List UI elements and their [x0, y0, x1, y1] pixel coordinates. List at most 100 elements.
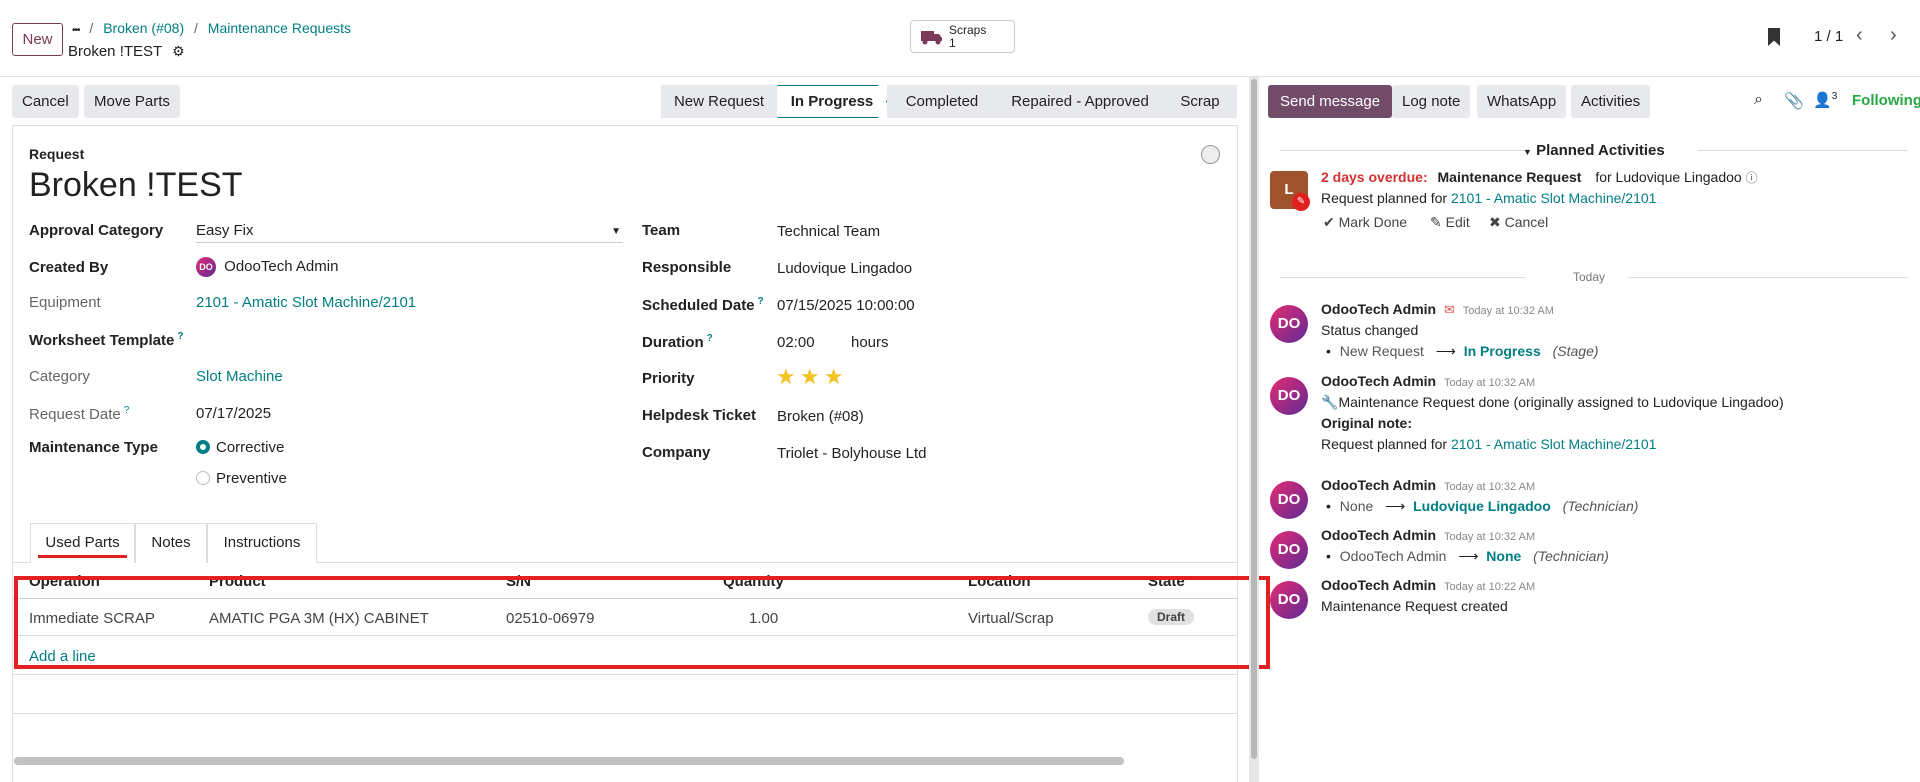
control-panel: New ••• / Broken (#08) / Maintenance Req…: [0, 0, 1920, 77]
message-author[interactable]: OdooTech Admin: [1321, 577, 1437, 593]
pager-value[interactable]: 1 / 1: [1814, 28, 1844, 45]
message-time: Today at 10:32 AM: [1444, 377, 1536, 389]
message-time: Today at 10:22 AM: [1444, 581, 1536, 593]
scrollbar-thumb[interactable]: [1251, 79, 1257, 759]
help-icon[interactable]: ?: [706, 333, 713, 344]
log-note-button[interactable]: Log note: [1392, 85, 1471, 118]
breadcrumb-ticket[interactable]: Broken (#08): [103, 20, 185, 36]
planned-line-right: [1698, 150, 1908, 151]
breadcrumb-more[interactable]: •••: [72, 25, 80, 36]
scrollbar-thumb[interactable]: [14, 757, 1124, 765]
tracking-new: None: [1486, 548, 1522, 564]
add-line-link[interactable]: Add a line: [29, 648, 96, 665]
cell-state: Draft: [1148, 608, 1195, 625]
horizontal-scrollbar[interactable]: [14, 757, 1234, 765]
message-author[interactable]: OdooTech Admin: [1321, 527, 1437, 543]
breadcrumb-maintenance-requests[interactable]: Maintenance Requests: [207, 20, 351, 36]
planned-line-left: [1280, 150, 1530, 151]
cancel-button[interactable]: Cancel: [12, 85, 79, 118]
help-icon[interactable]: ?: [757, 296, 764, 307]
wrench-icon: 🔧: [1321, 394, 1339, 410]
request-date-text: Request Date: [29, 406, 121, 423]
scraps-smart-button[interactable]: Scraps 1: [910, 20, 1015, 53]
request-label: Request: [29, 146, 85, 162]
arrow-right-icon: ⟶: [1385, 498, 1406, 514]
move-parts-button[interactable]: Move Parts: [84, 85, 180, 118]
new-button[interactable]: New: [12, 23, 63, 56]
avatar: DO: [1270, 581, 1308, 619]
activity-note: Request planned for 2101 - Amatic Slot M…: [1321, 190, 1656, 206]
message-header: OdooTech Admin ✉ Today at 10:32 AM: [1321, 301, 1554, 318]
bookmark-icon[interactable]: [1768, 28, 1780, 46]
kanban-state-icon[interactable]: [1201, 145, 1220, 164]
tracking-field: (Technician): [1533, 548, 1609, 564]
search-icon[interactable]: ⌕: [1754, 91, 1763, 108]
message-author[interactable]: OdooTech Admin: [1321, 477, 1437, 493]
cell-sn: 02510-06979: [506, 610, 595, 627]
paperclip-icon[interactable]: 📎: [1784, 93, 1804, 110]
tracking-line: • New Request ⟶ In Progress (Stage): [1326, 343, 1599, 359]
gear-icon[interactable]: ⚙: [172, 43, 185, 59]
table-divider: [13, 713, 1237, 714]
tab-instructions[interactable]: Instructions: [207, 523, 317, 563]
edit-button[interactable]: ✎ Edit: [1430, 214, 1470, 231]
message-author[interactable]: OdooTech Admin: [1321, 373, 1437, 389]
activity-line: 2 days overdue: Maintenance Request for …: [1321, 169, 1758, 186]
info-icon[interactable]: ⓘ: [1745, 171, 1758, 185]
scheduled-date-label: Scheduled Date?: [642, 296, 764, 314]
priority-stars[interactable]: ★ ★ ★: [776, 364, 844, 390]
radio-preventive[interactable]: Preventive: [196, 470, 287, 487]
table-row[interactable]: Immediate SCRAP AMATIC PGA 3M (HX) CABIN…: [13, 599, 1237, 636]
whatsapp-button[interactable]: WhatsApp: [1477, 85, 1567, 118]
approval-category-select[interactable]: Easy Fix ▼: [196, 222, 623, 243]
help-icon[interactable]: ?: [177, 331, 184, 342]
star-icon[interactable]: ★: [776, 364, 796, 389]
stage-in-progress[interactable]: In Progress: [777, 85, 887, 118]
star-icon[interactable]: ★: [799, 364, 820, 389]
responsible-value[interactable]: Ludovique Lingadoo: [777, 260, 913, 277]
activity-note-prefix: Request planned for: [1321, 190, 1448, 206]
stage-completed[interactable]: Completed: [887, 85, 997, 118]
stage-scrap[interactable]: Scrap: [1163, 85, 1237, 118]
tracking-old: None: [1339, 498, 1374, 514]
priority-label: Priority: [642, 370, 695, 387]
scheduled-date-value[interactable]: 07/15/2025 10:00:00: [777, 297, 915, 314]
team-value[interactable]: Technical Team: [777, 223, 881, 240]
form-sheet: Request Broken !TEST Approval Category E…: [12, 125, 1238, 782]
cancel-activity-button[interactable]: ✖ Cancel: [1489, 214, 1548, 231]
edit-label: Edit: [1445, 214, 1470, 230]
activity-note-link[interactable]: 2101 - Amatic Slot Machine/2101: [1450, 190, 1657, 206]
approval-category-label: Approval Category: [29, 222, 164, 239]
tracking-field: (Technician): [1562, 498, 1639, 514]
message-note-link[interactable]: 2101 - Amatic Slot Machine/2101: [1450, 436, 1657, 452]
helpdesk-ticket-value[interactable]: Broken (#08): [777, 408, 864, 425]
help-icon[interactable]: ?: [123, 405, 130, 416]
message-body: Maintenance Request created: [1321, 598, 1508, 614]
send-message-button[interactable]: Send message: [1268, 85, 1393, 118]
message-author[interactable]: OdooTech Admin: [1321, 301, 1437, 317]
company-value[interactable]: Triolet - Bolyhouse Ltd: [777, 445, 927, 462]
request-date-value[interactable]: 07/17/2025: [196, 405, 272, 422]
vertical-scrollbar[interactable]: [1249, 77, 1259, 782]
following-button[interactable]: Following: [1852, 92, 1920, 109]
stage-new-request[interactable]: New Request: [661, 85, 777, 118]
message-body: 🔧Maintenance Request done (originally as…: [1321, 394, 1784, 411]
chevron-right-icon[interactable]: ›: [1890, 24, 1897, 46]
created-by-field[interactable]: DO OdooTech Admin: [196, 257, 338, 277]
equipment-link[interactable]: 2101 - Amatic Slot Machine/2101: [196, 294, 417, 311]
radio-corrective[interactable]: Corrective: [196, 439, 284, 456]
activities-button[interactable]: Activities: [1571, 85, 1651, 118]
mark-done-button[interactable]: ✔ Mark Done: [1323, 214, 1407, 231]
stage-repaired-approved[interactable]: Repaired - Approved: [997, 85, 1163, 118]
chevron-left-icon[interactable]: ‹: [1856, 24, 1863, 46]
followers-button[interactable]: 👤3: [1813, 91, 1837, 109]
category-link[interactable]: Slot Machine: [196, 368, 283, 385]
star-icon[interactable]: ★: [823, 364, 844, 389]
category-label: Category: [29, 368, 90, 385]
planned-activities-toggle[interactable]: ▼ Planned Activities: [1523, 142, 1665, 159]
pencil-icon: ✎: [1430, 214, 1442, 230]
request-title[interactable]: Broken !TEST: [29, 166, 243, 204]
radio-unchecked-icon: [196, 471, 210, 485]
duration-value[interactable]: 02:00: [777, 334, 815, 351]
tab-notes[interactable]: Notes: [135, 523, 207, 563]
